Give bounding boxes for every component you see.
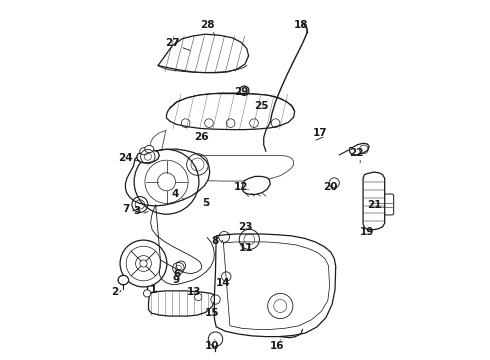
Text: 28: 28 (200, 20, 215, 30)
Text: 11: 11 (239, 243, 253, 253)
Polygon shape (125, 149, 210, 206)
Text: 21: 21 (367, 200, 381, 210)
Text: 12: 12 (234, 182, 248, 192)
Text: 3: 3 (133, 206, 141, 216)
Ellipse shape (140, 148, 148, 155)
Text: 4: 4 (171, 189, 178, 199)
Text: 19: 19 (360, 227, 374, 237)
Ellipse shape (145, 145, 154, 153)
Polygon shape (242, 176, 270, 194)
Text: 26: 26 (194, 132, 208, 142)
Text: 9: 9 (172, 275, 179, 285)
Polygon shape (148, 291, 216, 316)
Text: 25: 25 (254, 101, 269, 111)
Polygon shape (349, 143, 369, 155)
Polygon shape (137, 150, 159, 163)
Text: 6: 6 (173, 269, 180, 279)
Polygon shape (167, 94, 294, 130)
Text: 20: 20 (323, 182, 338, 192)
Text: 29: 29 (234, 87, 248, 97)
Circle shape (144, 290, 151, 297)
Text: 7: 7 (122, 204, 129, 214)
Text: 24: 24 (118, 153, 133, 163)
Text: 17: 17 (313, 128, 328, 138)
Text: 22: 22 (349, 148, 364, 158)
Text: 13: 13 (187, 287, 201, 297)
Text: 23: 23 (238, 222, 252, 232)
Text: 8: 8 (212, 236, 219, 246)
Polygon shape (215, 234, 336, 337)
FancyBboxPatch shape (368, 194, 393, 215)
Polygon shape (363, 172, 385, 230)
Text: 14: 14 (216, 278, 231, 288)
Text: 27: 27 (165, 38, 180, 48)
Circle shape (195, 293, 202, 301)
Polygon shape (158, 34, 248, 73)
Text: 2: 2 (111, 287, 118, 297)
Text: 10: 10 (205, 341, 219, 351)
Ellipse shape (118, 276, 129, 284)
Text: 18: 18 (294, 20, 308, 30)
Text: 15: 15 (205, 308, 219, 318)
Text: 16: 16 (270, 341, 285, 351)
Text: 1: 1 (149, 285, 157, 295)
Text: 5: 5 (202, 198, 209, 208)
